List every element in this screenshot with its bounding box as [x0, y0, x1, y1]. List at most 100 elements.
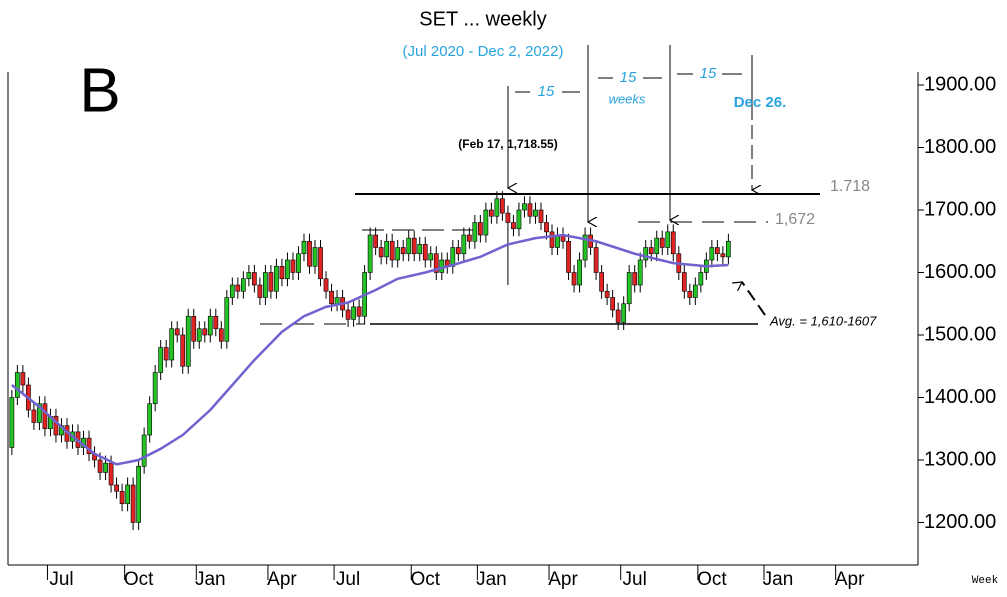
candle-body [130, 484, 136, 523]
y-tick-label: 1400.00 [924, 386, 996, 408]
candle-body [681, 272, 687, 292]
candle-body [726, 240, 731, 258]
candle-body [307, 240, 312, 267]
chart-subtitle: (Jul 2020 - Dec 2, 2022) [403, 43, 564, 60]
x-tick-label: Apr [835, 569, 865, 590]
level-label: 1,672 [775, 211, 815, 228]
candle-body [626, 272, 632, 305]
candle-body [549, 231, 555, 248]
candle-body [417, 244, 423, 255]
candle-body [108, 462, 114, 486]
candle-body [709, 247, 715, 261]
candle-body [136, 465, 141, 523]
candle-body [356, 306, 362, 317]
candle-body [323, 278, 329, 292]
candle-body [621, 303, 627, 323]
candle-body [720, 253, 726, 258]
x-tick-label: Oct [410, 569, 440, 590]
weeks-label: weeks [609, 91, 646, 106]
candle-body [174, 328, 180, 336]
candle-body [389, 240, 395, 261]
candle-body [406, 237, 412, 255]
candle-body [505, 212, 511, 223]
candle-body [114, 484, 119, 492]
candle-body [37, 403, 42, 423]
candle-body [516, 209, 522, 230]
candle-body [9, 397, 15, 448]
candle-body [698, 272, 704, 286]
target-label: Dec 26. [734, 94, 787, 111]
candle-body [257, 284, 263, 298]
candle-body [511, 222, 516, 230]
candle-body [648, 247, 654, 255]
candle-body [180, 334, 186, 367]
candle-body [224, 297, 230, 342]
chart-title: SET ... weekly [419, 8, 546, 30]
candle-body [571, 272, 577, 286]
x-tick-label: Jul [336, 569, 360, 590]
candle-body [687, 290, 693, 298]
candle-body [351, 306, 356, 320]
candle-body [599, 272, 604, 292]
candle-body [615, 309, 621, 323]
candle-body [252, 272, 257, 286]
x-tick-label: Jul [623, 569, 647, 590]
candle-body [185, 315, 191, 367]
candle-body [670, 231, 676, 255]
y-tick-label: 1500.00 [924, 323, 996, 345]
candle-body [274, 265, 279, 292]
candle-body [373, 234, 379, 248]
annotations: (Feb 17, 1,718.55) 15 15 weeks 15 Dec 26… [260, 45, 877, 328]
candle-body [169, 328, 175, 361]
candle-body [213, 315, 219, 330]
candle-body [439, 259, 445, 273]
candle-body [246, 272, 252, 280]
candle-body [97, 459, 103, 473]
candle-body [334, 297, 340, 305]
candle-body [318, 247, 323, 280]
candle-body [654, 237, 660, 255]
candle-body [544, 222, 549, 233]
candle-body [494, 198, 500, 217]
count-label: 15 [700, 65, 717, 82]
x-tick-label: Jul [49, 569, 73, 590]
candle-body [422, 244, 428, 261]
x-tick-label: Jan [195, 569, 226, 590]
peak-label: (Feb 17, 1,718.55) [458, 137, 557, 151]
candle-body [345, 309, 351, 320]
candle-body [692, 284, 698, 298]
candle-body [141, 434, 147, 467]
candle-body [593, 247, 599, 273]
candle-body [500, 198, 505, 214]
candle-body [218, 328, 224, 342]
candle-body [329, 290, 334, 305]
candle-body [533, 209, 538, 217]
candle-body [86, 437, 92, 455]
candle-body [20, 372, 26, 386]
candle-body [489, 209, 494, 217]
x-tick-label: Oct [124, 569, 154, 590]
candle-body [158, 347, 164, 373]
candle-body [15, 372, 20, 398]
x-axis-label: Week [972, 575, 999, 587]
candle-body [411, 237, 417, 255]
candle-body [31, 409, 37, 423]
candle-body [522, 203, 527, 211]
x-tick-label: Jan [763, 569, 794, 590]
candle-body [637, 259, 643, 286]
candle-body [665, 231, 671, 248]
candle-body [566, 240, 571, 273]
count-label: 15 [620, 69, 637, 86]
candle-body [604, 290, 610, 298]
candle-body [42, 403, 48, 430]
candle-body [538, 209, 544, 223]
average-line [11, 233, 729, 466]
x-tick-label: Jan [476, 569, 507, 590]
candle-body [279, 265, 285, 280]
candle-body [301, 240, 307, 255]
candle-body [103, 462, 108, 473]
candle-body [455, 247, 461, 255]
x-tick-label: Oct [697, 569, 727, 590]
count-label: 15 [538, 83, 555, 100]
